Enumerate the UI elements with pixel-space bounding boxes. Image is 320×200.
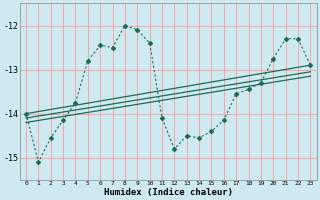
X-axis label: Humidex (Indice chaleur): Humidex (Indice chaleur) xyxy=(104,188,233,197)
